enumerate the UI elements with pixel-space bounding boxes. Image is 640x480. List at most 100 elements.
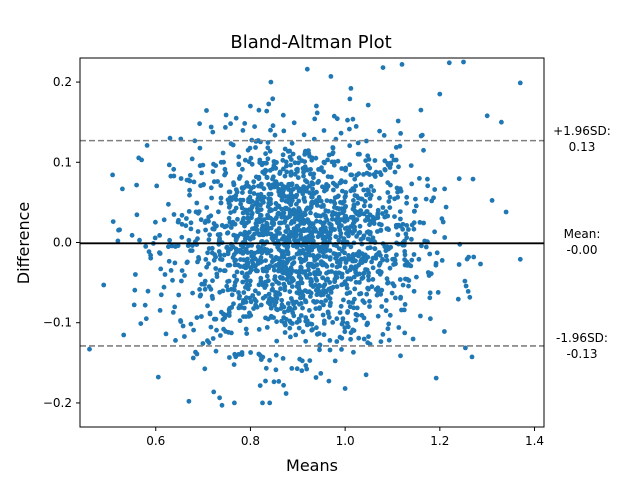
data-point <box>417 176 422 181</box>
data-point <box>227 305 233 311</box>
data-point <box>484 113 490 119</box>
data-point <box>366 188 371 194</box>
data-point <box>289 284 295 289</box>
data-point <box>478 261 483 267</box>
data-point <box>341 236 347 242</box>
data-point <box>367 203 373 209</box>
data-point <box>364 209 370 214</box>
data-point <box>231 362 237 367</box>
data-point <box>375 313 381 319</box>
data-point <box>195 229 201 234</box>
data-point <box>288 162 293 168</box>
data-point <box>196 256 202 262</box>
data-point <box>340 319 346 325</box>
data-point <box>282 269 288 275</box>
data-point <box>297 301 302 307</box>
data-point <box>257 157 263 163</box>
data-point <box>327 347 333 353</box>
data-point <box>258 302 264 308</box>
data-point <box>334 316 340 322</box>
data-point <box>270 282 275 287</box>
data-point <box>332 159 337 165</box>
data-point <box>258 278 264 284</box>
data-point <box>309 194 315 200</box>
data-point <box>294 251 300 257</box>
data-point <box>341 245 347 250</box>
data-point <box>335 158 341 164</box>
data-point <box>240 127 246 133</box>
data-point <box>365 320 370 326</box>
data-point <box>285 301 291 306</box>
data-point <box>258 202 263 208</box>
data-point <box>282 330 288 335</box>
data-point <box>146 249 152 255</box>
data-point <box>374 252 379 258</box>
data-point <box>269 235 275 241</box>
data-point <box>288 334 293 340</box>
data-point <box>255 197 261 202</box>
data-point <box>308 171 313 177</box>
data-point <box>351 219 357 225</box>
data-point <box>270 123 276 129</box>
data-point <box>382 158 388 164</box>
data-point <box>366 229 371 235</box>
data-point <box>248 278 253 284</box>
data-point <box>351 225 357 231</box>
data-point <box>175 243 181 249</box>
data-point <box>354 251 360 257</box>
data-point <box>184 216 189 221</box>
data-point <box>404 223 410 228</box>
data-point <box>238 201 244 207</box>
data-point <box>314 325 319 331</box>
data-point <box>264 220 270 226</box>
data-point <box>284 224 290 229</box>
data-point <box>398 353 403 359</box>
data-point <box>121 332 127 338</box>
x-tick-label: 0.8 <box>241 434 260 448</box>
data-point <box>240 279 246 285</box>
data-point <box>256 291 261 296</box>
data-point <box>271 267 277 273</box>
data-point <box>131 302 137 308</box>
data-point <box>312 116 318 122</box>
data-point <box>313 212 319 218</box>
data-point <box>178 176 184 181</box>
data-point <box>306 151 312 156</box>
data-point <box>305 218 311 223</box>
data-point <box>288 172 294 178</box>
data-point <box>295 228 300 233</box>
data-point <box>384 257 390 263</box>
data-point <box>256 107 262 113</box>
data-point <box>233 354 239 360</box>
data-point <box>256 282 262 288</box>
data-point <box>200 341 206 346</box>
data-point <box>369 284 375 290</box>
data-point <box>330 320 336 325</box>
data-point <box>349 172 355 178</box>
data-point <box>365 236 371 242</box>
data-point <box>408 163 414 169</box>
data-point <box>101 282 107 288</box>
data-point <box>304 322 310 328</box>
data-point <box>336 206 342 212</box>
data-point <box>284 317 289 322</box>
data-point <box>240 217 246 223</box>
data-point <box>455 296 461 302</box>
data-point <box>287 325 293 331</box>
data-point <box>334 254 340 260</box>
data-point <box>271 264 276 269</box>
data-point <box>411 226 417 232</box>
data-point <box>354 172 360 178</box>
data-point <box>179 278 184 284</box>
data-point <box>293 269 299 274</box>
data-point <box>329 263 335 268</box>
data-point <box>442 186 447 192</box>
data-point <box>137 237 142 243</box>
data-point <box>297 186 303 192</box>
data-point <box>279 206 285 212</box>
data-point <box>205 303 210 309</box>
data-point <box>400 226 406 232</box>
data-point <box>253 298 259 304</box>
data-point <box>188 220 194 226</box>
data-point <box>330 145 336 151</box>
